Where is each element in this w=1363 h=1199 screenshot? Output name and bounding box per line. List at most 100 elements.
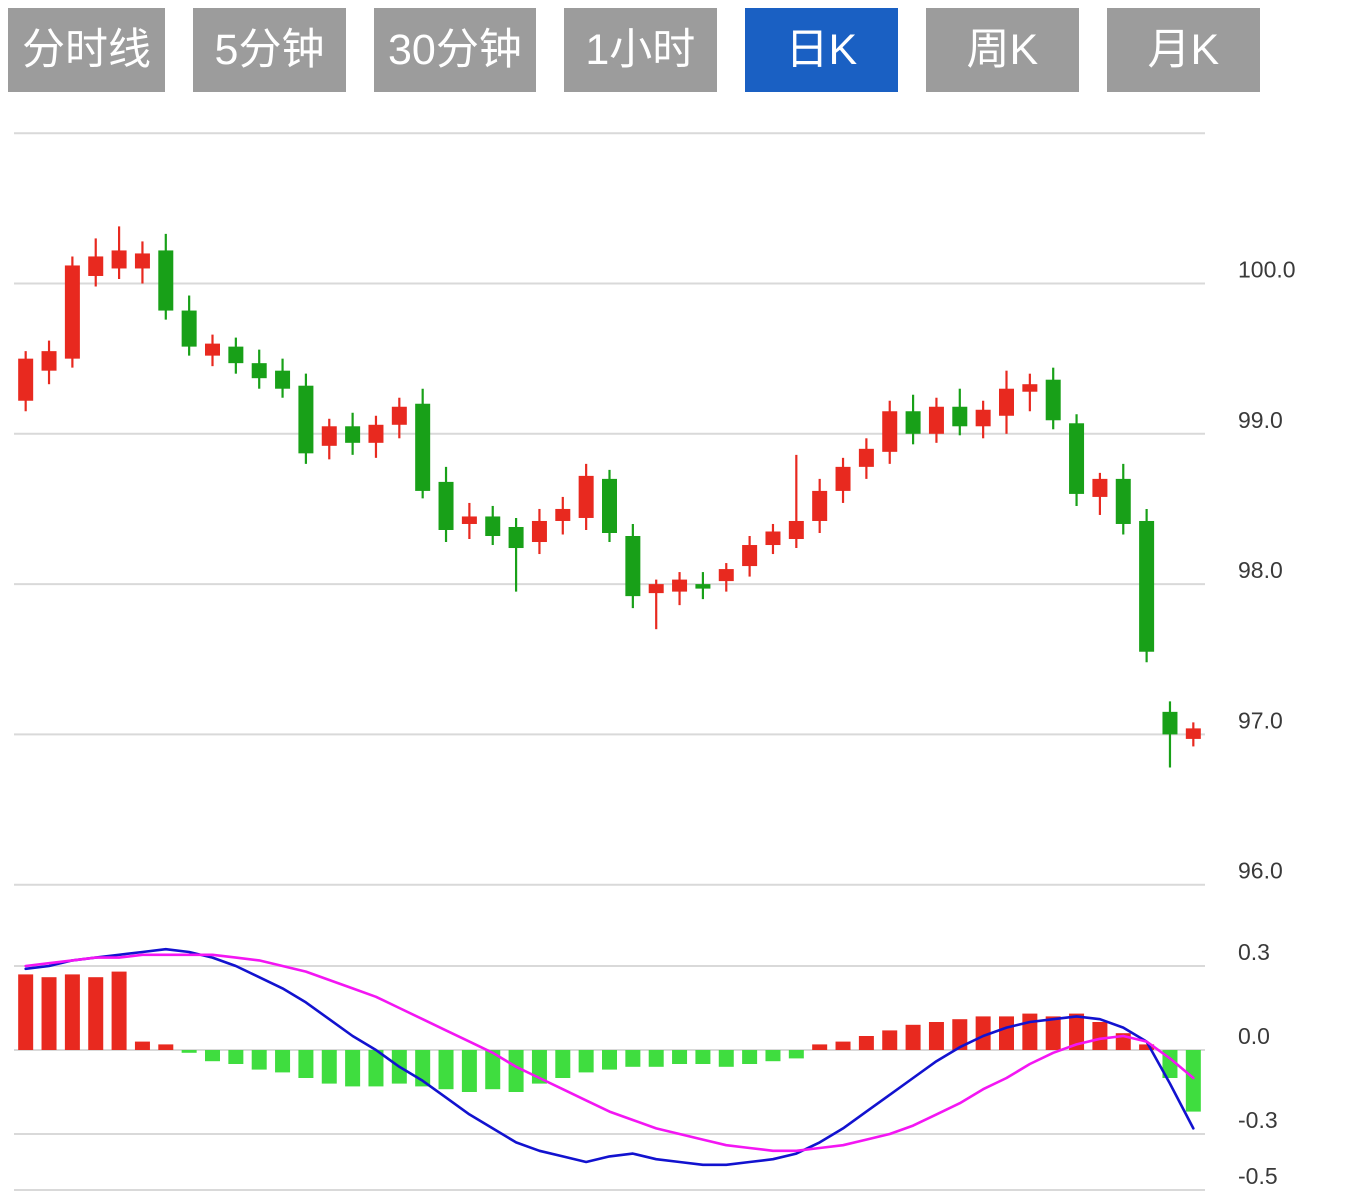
candle-body: [975, 409, 991, 427]
macd-bar: [555, 1050, 571, 1078]
macd-bar: [952, 1019, 968, 1050]
macd-bar: [181, 1050, 197, 1053]
macd-bar: [718, 1050, 734, 1067]
candle-body: [1045, 379, 1061, 421]
candle-body: [928, 406, 944, 434]
candle-body: [134, 253, 150, 269]
macd-histogram: [18, 971, 1201, 1112]
macd-bar: [882, 1030, 898, 1050]
macd-bar: [64, 974, 80, 1050]
tab-weekly-k[interactable]: 周K: [925, 8, 1079, 92]
candle-body: [531, 520, 547, 543]
macd-bar: [648, 1050, 664, 1067]
macd-bar: [88, 977, 104, 1050]
macd-bar: [1022, 1013, 1038, 1050]
candle-body: [1139, 520, 1155, 652]
macd-bar: [578, 1050, 594, 1073]
macd-bar: [975, 1016, 991, 1050]
tab-monthly-k[interactable]: 月K: [1106, 8, 1260, 92]
macd-bar: [368, 1050, 384, 1087]
macd-bar: [41, 977, 57, 1050]
candle-body: [391, 406, 407, 425]
candle-body: [648, 584, 664, 594]
candle-body: [485, 516, 501, 537]
macd-bar: [835, 1041, 851, 1050]
candle-body: [602, 478, 617, 533]
macd-bar: [485, 1050, 501, 1090]
axis-labels: 100.0 99.0 98.0 97.0 96.0 0.3 0.0 -0.3 -0.5: [1238, 257, 1296, 1190]
candle-body: [858, 448, 874, 467]
macd-bar: [999, 1016, 1014, 1050]
macd-bar: [1045, 1016, 1061, 1050]
macd-bar: [788, 1050, 804, 1059]
candle-body: [788, 520, 804, 540]
candle-body: [298, 385, 314, 454]
macd-bar: [695, 1050, 711, 1064]
interval-tabbar: 分时线 5分钟 30分钟 1小时 日K 周K 月K: [8, 8, 1260, 92]
candle-body: [88, 256, 104, 276]
macd-tick-label: 0.0: [1238, 1023, 1270, 1049]
macd-bar: [812, 1044, 828, 1050]
candle-body: [251, 363, 267, 379]
macd-bar: [18, 974, 34, 1050]
candle-body: [625, 536, 641, 597]
macd-bar: [672, 1050, 688, 1064]
macd-bar: [765, 1050, 781, 1062]
candle-body: [158, 250, 174, 311]
candle-body: [18, 358, 34, 401]
macd-bar: [251, 1050, 267, 1070]
macd-bar: [134, 1041, 150, 1050]
candle-body: [228, 346, 244, 364]
gridlines: [14, 132, 1205, 1191]
tab-daily-k[interactable]: 日K: [744, 8, 898, 92]
dea-line: [24, 953, 1195, 1153]
macd-bar: [508, 1050, 524, 1092]
macd-bar: [1139, 1044, 1155, 1050]
candle-body: [508, 526, 524, 549]
price-tick-label: 99.0: [1238, 407, 1283, 433]
tab-minute-line[interactable]: 分时线: [8, 8, 165, 92]
tab-5min[interactable]: 5分钟: [193, 8, 346, 92]
price-tick-label: 97.0: [1238, 707, 1283, 733]
candle-body: [882, 411, 898, 452]
candle-body: [578, 475, 594, 518]
macd-bar: [461, 1050, 477, 1092]
price-tick-label: 96.0: [1238, 858, 1283, 884]
macd-bar: [275, 1050, 291, 1073]
macd-bar: [905, 1024, 921, 1050]
candle-body: [835, 466, 851, 491]
macd-bar: [205, 1050, 220, 1062]
macd-bar: [438, 1050, 454, 1090]
candle-body: [555, 508, 571, 521]
candle-body: [765, 531, 781, 546]
macd-bar: [321, 1050, 337, 1084]
candle-body: [1115, 478, 1131, 524]
candle-body: [672, 579, 688, 592]
candle-body: [1069, 423, 1085, 494]
candle-body: [205, 343, 220, 356]
macd-tick-label: -0.5: [1238, 1163, 1278, 1189]
candle-body: [64, 265, 80, 359]
candle-body: [695, 584, 711, 589]
price-tick-label: 98.0: [1238, 557, 1283, 583]
macd-lines: [24, 947, 1195, 1167]
macd-bar: [158, 1044, 174, 1050]
macd-tick-label: 0.3: [1238, 939, 1270, 965]
macd-bar: [928, 1022, 944, 1050]
macd-bar: [1185, 1050, 1201, 1112]
tab-30min[interactable]: 30分钟: [374, 8, 536, 92]
macd-bar: [858, 1036, 874, 1050]
candle-body: [181, 310, 197, 347]
macd-bar: [1069, 1013, 1085, 1050]
candle-body: [1022, 384, 1038, 392]
candle-body: [368, 424, 384, 443]
macd-bar: [742, 1050, 758, 1064]
tab-1hour[interactable]: 1小时: [563, 8, 717, 92]
candle-body: [718, 569, 734, 582]
candle-body: [275, 370, 291, 389]
macd-bar: [111, 971, 127, 1050]
candle-body: [321, 426, 337, 446]
candle-body: [812, 490, 828, 521]
